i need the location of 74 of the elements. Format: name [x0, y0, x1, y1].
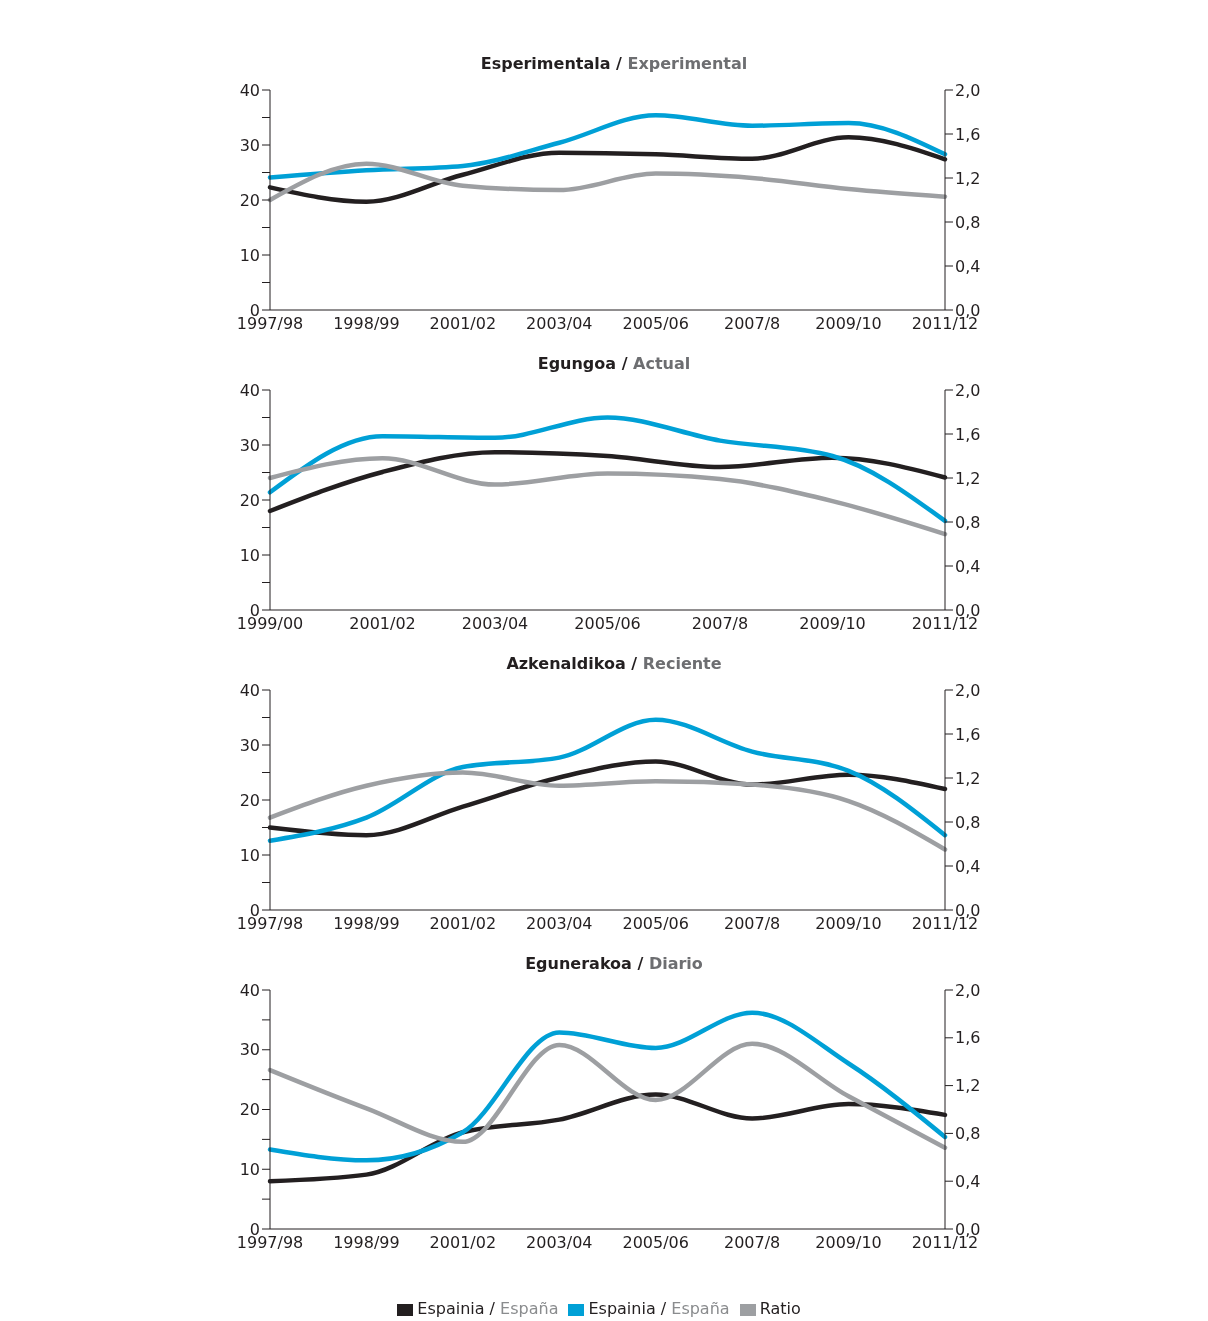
- y-tick-label: 10: [239, 1159, 260, 1179]
- legend-label: Ratio: [759, 1299, 801, 1318]
- y-tick-label: 30: [239, 435, 260, 455]
- x-tick-label: 1998/99: [333, 314, 400, 334]
- x-tick-label: 2009/10: [799, 614, 866, 634]
- x-tick-label: 2001/02: [429, 314, 497, 334]
- y2-tick-label: 0,8: [955, 212, 981, 232]
- y-tick-label: 30: [239, 735, 260, 755]
- x-tick-label: 2001/02: [429, 914, 497, 934]
- x-tick-label: 2001/02: [429, 1233, 497, 1253]
- y-tick-label: 40: [239, 980, 260, 1000]
- legend-label: Espainia / España: [417, 1299, 559, 1318]
- y2-tick-label: 1,6: [955, 124, 981, 144]
- y-tick-label: 20: [239, 1100, 260, 1120]
- x-tick-label: 2005/06: [574, 614, 641, 634]
- x-tick-label: 2003/04: [526, 314, 593, 334]
- y2-tick-label: 2,0: [955, 80, 981, 100]
- line-series: [267, 1041, 948, 1150]
- y-tick-label: 30: [239, 1040, 260, 1060]
- legend-label: Espainia / España: [588, 1299, 730, 1318]
- line-series: [267, 1010, 948, 1163]
- x-tick-label: 1998/99: [333, 1233, 400, 1253]
- chart-title: Azkenaldikoa / Reciente: [506, 654, 722, 673]
- y-tick-label: 40: [239, 380, 260, 400]
- chart-title: Esperimentala / Experimental: [480, 54, 748, 73]
- y-tick-label: 10: [239, 845, 260, 865]
- line-series: [267, 770, 948, 852]
- x-tick-label: 2005/06: [622, 914, 689, 934]
- x-tick-label: 1998/99: [333, 914, 400, 934]
- x-tick-label: 2003/04: [461, 614, 529, 634]
- chart-title: Egunerakoa / Diario: [525, 954, 703, 973]
- y2-tick-label: 0,4: [955, 856, 981, 876]
- y2-tick-label: 2,0: [955, 680, 981, 700]
- y2-tick-label: 0,4: [955, 1171, 981, 1191]
- x-tick-label: 2007/8: [723, 914, 781, 934]
- y2-tick-label: 1,2: [955, 1076, 981, 1096]
- y2-tick-label: 1,6: [955, 724, 981, 744]
- y2-tick-label: 0,8: [955, 1124, 981, 1144]
- y-tick-label: 40: [239, 680, 260, 700]
- y-tick-label: 40: [239, 80, 260, 100]
- y2-tick-label: 0,4: [955, 556, 981, 576]
- x-tick-label: 2007/8: [691, 614, 749, 634]
- line-series: [267, 161, 948, 203]
- y2-tick-label: 1,6: [955, 424, 981, 444]
- y2-tick-label: 1,2: [955, 768, 981, 788]
- x-tick-label: 2007/8: [723, 1233, 781, 1253]
- y-tick-label: 10: [239, 545, 260, 565]
- y2-tick-label: 1,2: [955, 168, 981, 188]
- x-tick-label: 2007/8: [723, 314, 781, 334]
- x-tick-label: 2009/10: [815, 914, 882, 934]
- line-series: [267, 717, 948, 843]
- y2-tick-label: 0,8: [955, 512, 981, 532]
- y2-tick-label: 2,0: [955, 980, 981, 1000]
- x-tick-label: 2009/10: [815, 1233, 882, 1253]
- y2-tick-label: 0,4: [955, 256, 981, 276]
- x-tick-label: 2003/04: [526, 1233, 593, 1253]
- x-tick-label: 2005/06: [622, 1233, 689, 1253]
- y2-tick-label: 0,8: [955, 812, 981, 832]
- y2-tick-label: 1,2: [955, 468, 981, 488]
- x-tick-label: 2003/04: [526, 914, 593, 934]
- y-tick-label: 10: [239, 245, 260, 265]
- line-series: [267, 415, 948, 524]
- x-tick-label: 2005/06: [622, 314, 689, 334]
- line-series: [267, 113, 948, 180]
- x-tick-label: 2009/10: [815, 314, 882, 334]
- y2-tick-label: 1,6: [955, 1028, 981, 1048]
- x-tick-label: 2001/02: [349, 614, 416, 634]
- y-tick-label: 30: [239, 135, 260, 155]
- chart-title: Egungoa / Actual: [537, 354, 691, 373]
- y-tick-label: 20: [239, 490, 260, 510]
- y-tick-label: 20: [239, 790, 260, 810]
- line-series: [267, 455, 948, 537]
- y2-tick-label: 2,0: [955, 380, 981, 400]
- y-tick-label: 20: [239, 190, 260, 210]
